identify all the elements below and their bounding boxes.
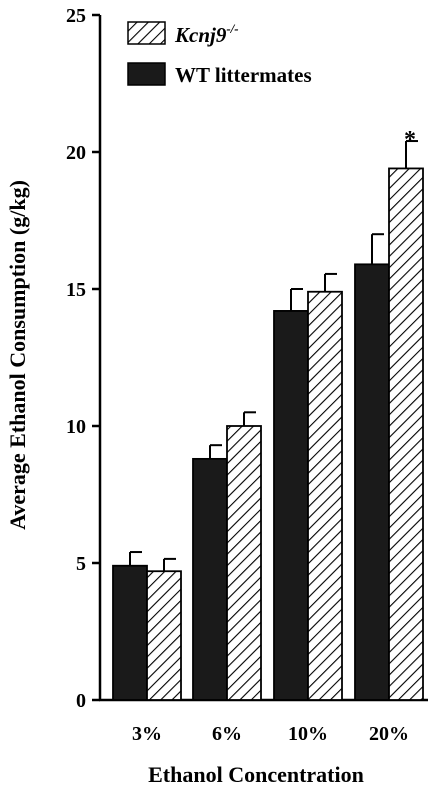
x-tick-label: 10% xyxy=(288,723,328,745)
bar-kcnj9-2 xyxy=(307,290,343,701)
legend-label-kcnj9: Kcnj9-/- xyxy=(174,21,239,47)
bars: * xyxy=(112,127,424,701)
y-tick-label: 5 xyxy=(76,553,86,575)
y-axis-title: Average Ethanol Consumption (g/kg) xyxy=(5,180,30,530)
significance-star: * xyxy=(404,127,416,153)
bar-wt-2 xyxy=(273,310,309,701)
legend-label-wt: WT littermates xyxy=(175,63,312,87)
y-axis: 0 5 10 15 20 25 xyxy=(66,5,102,712)
x-tick-label: 20% xyxy=(369,723,409,745)
x-tick-labels: 3% 6% 10% 20% xyxy=(132,723,409,745)
bar-kcnj9-0 xyxy=(146,570,182,701)
legend-swatch-kcnj9 xyxy=(127,21,166,45)
y-tick-label: 15 xyxy=(66,279,86,301)
x-tick-label: 3% xyxy=(132,723,162,745)
y-tick-label: 20 xyxy=(66,142,86,164)
bar-kcnj9-1 xyxy=(226,425,262,701)
legend-swatch-wt xyxy=(127,62,166,86)
y-tick-label: 25 xyxy=(66,5,86,27)
y-tick-label: 10 xyxy=(66,416,86,438)
y-ticks: 0 5 10 15 20 25 xyxy=(66,5,100,712)
x-axis-title: Ethanol Concentration xyxy=(148,762,364,787)
bar-kcnj9-3 xyxy=(388,167,424,701)
legend: Kcnj9-/- WT littermates xyxy=(127,21,312,87)
bar-wt-1 xyxy=(192,457,228,701)
y-tick-label: 0 xyxy=(76,690,86,712)
bar-wt-0 xyxy=(112,564,148,701)
x-tick-label: 6% xyxy=(212,723,242,745)
bar-wt-3 xyxy=(354,263,390,701)
